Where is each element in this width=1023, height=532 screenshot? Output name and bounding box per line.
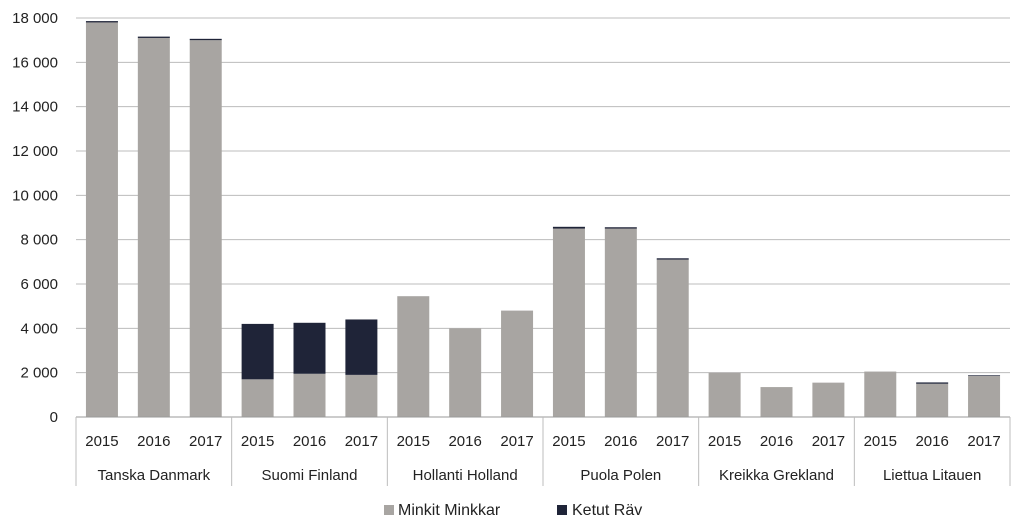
bar-segment xyxy=(293,322,326,374)
year-tick-label: 2016 xyxy=(293,433,326,450)
bar-segment xyxy=(189,40,222,418)
legend-label: Ketut Räv xyxy=(572,502,642,519)
year-tick-label: 2016 xyxy=(448,433,481,450)
bar-segment xyxy=(293,373,326,417)
bar-segment xyxy=(552,228,585,417)
legend-swatch xyxy=(384,505,394,515)
year-tick-label: 2015 xyxy=(85,433,118,450)
bar-segment xyxy=(397,296,430,417)
year-tick-label: 2017 xyxy=(967,433,1000,450)
bar-segment xyxy=(916,383,949,417)
bar-segment xyxy=(760,387,793,417)
y-tick-label: 8 000 xyxy=(20,232,58,249)
year-tick-label: 2015 xyxy=(864,433,897,450)
y-tick-label: 2 000 xyxy=(20,365,58,382)
gridlines xyxy=(76,17,1010,374)
country-label: Kreikka Grekland xyxy=(719,467,834,484)
country-label: Tanska Danmark xyxy=(98,467,211,484)
bar-segment xyxy=(449,328,482,417)
year-tick-label: 2015 xyxy=(552,433,585,450)
bar-segment xyxy=(345,319,378,375)
year-tick-label: 2017 xyxy=(345,433,378,450)
bar-segment xyxy=(708,372,741,417)
year-tick-label: 2017 xyxy=(500,433,533,450)
year-tick-label: 2017 xyxy=(812,433,845,450)
bars xyxy=(85,21,1001,418)
year-tick-label: 2015 xyxy=(708,433,741,450)
bar-segment xyxy=(656,259,689,417)
bar-segment xyxy=(345,374,378,417)
bar-segment xyxy=(604,227,637,229)
y-tick-label: 4 000 xyxy=(20,320,58,337)
bar-segment xyxy=(241,323,274,380)
year-tick-label: 2016 xyxy=(915,433,948,450)
bar-segment xyxy=(812,382,845,417)
legend-label: Minkit Minkkar xyxy=(398,502,501,519)
bar-segment xyxy=(137,37,170,417)
country-label: Hollanti Holland xyxy=(413,467,518,484)
bar-segment xyxy=(85,22,118,418)
bar-segment xyxy=(501,310,534,417)
y-tick-label: 12 000 xyxy=(12,143,58,160)
bar-segment xyxy=(916,382,949,384)
bar-segment xyxy=(137,36,170,38)
y-tick-label: 14 000 xyxy=(12,99,58,116)
bar-segment xyxy=(656,258,689,260)
y-tick-label: 6 000 xyxy=(20,276,58,293)
bar-segment xyxy=(241,379,274,417)
year-tick-label: 2017 xyxy=(189,433,222,450)
y-tick-label: 0 xyxy=(50,409,58,426)
bar-segment xyxy=(604,228,637,417)
y-tick-label: 16 000 xyxy=(12,54,58,71)
year-tick-label: 2016 xyxy=(604,433,637,450)
bar-segment xyxy=(968,375,1001,417)
bar-segment xyxy=(552,226,585,229)
legend-swatch xyxy=(557,505,567,515)
country-label: Liettua Litauen xyxy=(883,467,981,484)
y-tick-label: 10 000 xyxy=(12,187,58,204)
year-tick-label: 2016 xyxy=(760,433,793,450)
year-tick-label: 2017 xyxy=(656,433,689,450)
country-label: Puola Polen xyxy=(580,467,661,484)
country-label: Suomi Finland xyxy=(262,467,358,484)
bar-segment xyxy=(864,371,897,417)
year-tick-label: 2015 xyxy=(241,433,274,450)
bar-segment xyxy=(968,375,1001,376)
bar-segment xyxy=(189,38,222,41)
y-tick-label: 18 000 xyxy=(12,10,58,27)
legend: Minkit Minkkar Ketut Räv xyxy=(384,502,642,519)
x-axis: 2015 2016 2017 Tanska Danmark 2015 2016 2017 Su… xyxy=(75,416,1011,486)
bar-segment xyxy=(85,21,118,23)
y-axis: 0 2 000 4 000 6 000 8 000 10 000 12 000 14 000 1… xyxy=(12,10,58,426)
year-tick-label: 2016 xyxy=(137,433,170,450)
year-tick-label: 2015 xyxy=(397,433,430,450)
